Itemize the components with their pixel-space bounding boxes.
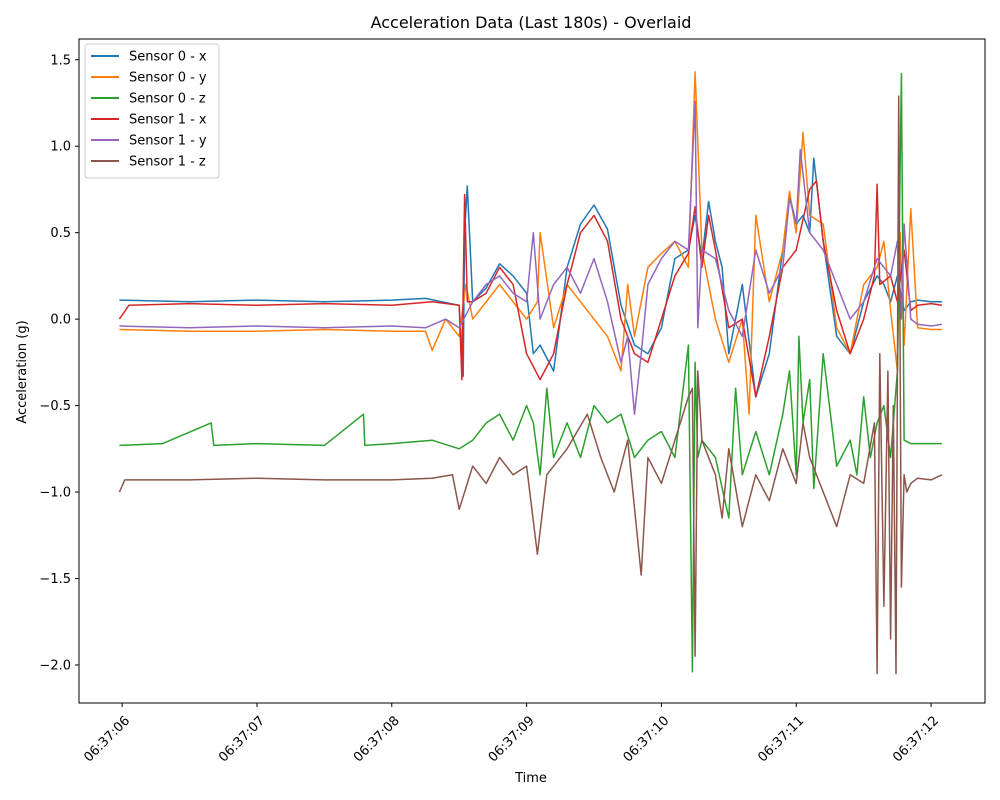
series-lines <box>118 71 943 675</box>
legend-label: Sensor 1 - y <box>129 134 207 149</box>
axes-frame <box>78 38 986 704</box>
legend: Sensor 0 - x Sensor 0 - y Sensor 0 - z Sens… <box>84 43 220 179</box>
series-line-sensor-1-x <box>118 180 943 398</box>
y-tick-label: −2.0 <box>39 658 71 673</box>
legend-label: Sensor 0 - z <box>129 92 206 107</box>
x-axis-label: Time <box>514 771 547 786</box>
y-tick-label: 0.0 <box>50 313 71 328</box>
chart-title: Acceleration Data (Last 180s) - Overlaid <box>371 13 692 32</box>
series-line-sensor-0-z <box>119 72 942 673</box>
y-axis-label: Acceleration (g) <box>15 320 30 423</box>
legend-label: Sensor 1 - x <box>129 113 207 128</box>
legend-label: Sensor 0 - x <box>129 50 207 65</box>
y-tick-label: 0.5 <box>50 226 71 241</box>
y-tick-label: −0.5 <box>39 399 71 414</box>
y-tick-label: −1.0 <box>39 486 71 501</box>
y-tick-label: 1.0 <box>50 140 71 155</box>
y-tick-label: −1.5 <box>39 572 71 587</box>
plot-area <box>118 71 943 675</box>
legend-label: Sensor 1 - z <box>129 155 206 170</box>
series-line-sensor-1-z <box>118 95 943 675</box>
legend-label: Sensor 0 - y <box>129 71 207 86</box>
y-tick-label: 1.5 <box>50 53 71 68</box>
series-line-sensor-1-y <box>119 100 943 415</box>
